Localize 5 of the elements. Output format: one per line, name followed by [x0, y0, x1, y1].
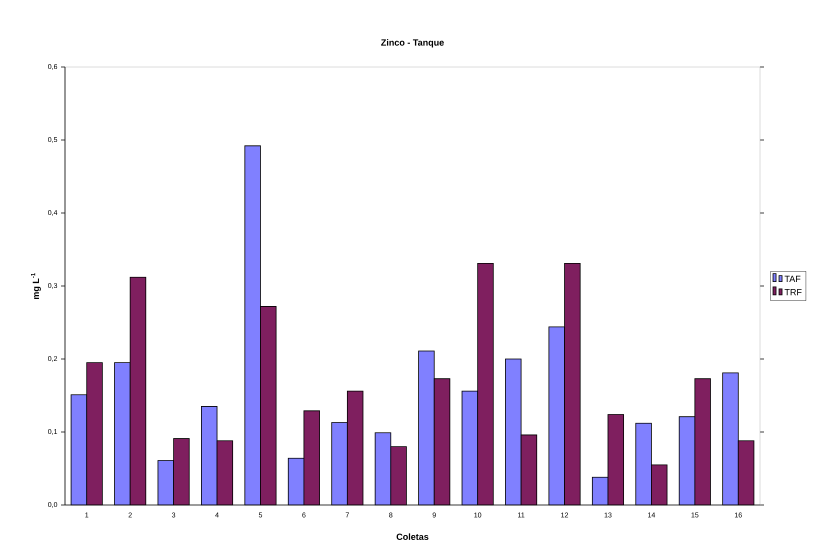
- legend-label: TAF: [784, 276, 800, 282]
- x-axis-title: Coletas: [396, 533, 428, 540]
- chart-title: Zinco - Tanque: [381, 39, 444, 48]
- legend-label: TRF: [784, 289, 802, 296]
- y-axis-title: mg L$^{-1}$: [31, 273, 41, 300]
